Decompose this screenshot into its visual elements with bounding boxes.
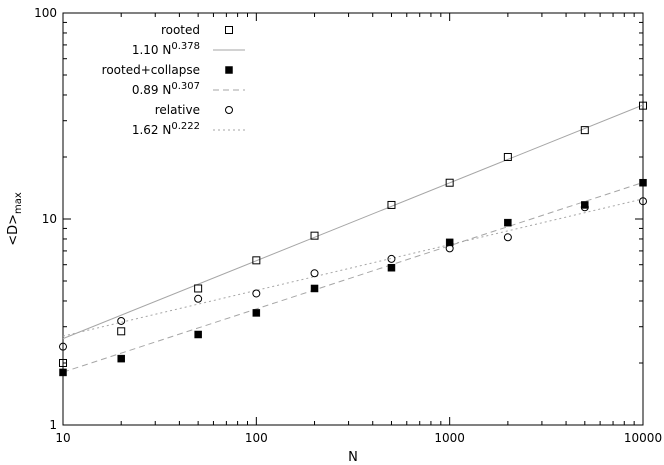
data-point-relative	[117, 316, 126, 325]
data-point-rooted	[445, 178, 454, 187]
legend-label: 0.89 N0.307	[132, 81, 200, 97]
data-point-relative	[59, 342, 67, 351]
data-point-relative	[445, 244, 454, 253]
y-axis-label-main: <D>	[6, 214, 21, 246]
fit-line-5	[62, 198, 644, 337]
legend-label: 1.10 N0.378	[132, 41, 200, 57]
y-axis-label-subscript: max	[13, 192, 24, 214]
data-point-rooted-collapse	[639, 178, 647, 187]
data-point-rooted	[580, 126, 589, 135]
legend-label-exponent: 0.307	[171, 81, 200, 92]
y-axis-label: <D>max	[6, 192, 24, 246]
legend-label-base: 1.10 N	[132, 43, 172, 57]
legend-marker	[225, 106, 233, 114]
data-point-rooted	[59, 358, 67, 367]
fit-line-3	[62, 181, 644, 373]
data-point-relative	[310, 269, 319, 278]
x-axis-label: N	[348, 450, 358, 465]
data-point-relative	[387, 254, 396, 263]
data-point-rooted-collapse	[117, 354, 125, 363]
data-point-rooted-collapse	[581, 201, 589, 209]
fit-lines-layer	[62, 104, 644, 373]
data-point-rooted-collapse	[387, 263, 396, 272]
legend-label: rooted+collapse	[102, 63, 200, 77]
fit-line-1	[62, 104, 644, 340]
data-point-rooted-collapse	[310, 284, 319, 293]
legend-label-base: 1.62 N	[132, 123, 172, 137]
data-point-rooted	[387, 200, 396, 209]
data-point-rooted	[503, 152, 512, 161]
x-tick-label: 10000	[624, 431, 662, 445]
y-tick-label: 100	[34, 6, 57, 20]
data-point-relative	[639, 197, 647, 206]
y-tick-label: 10	[42, 212, 57, 226]
data-point-rooted	[639, 101, 647, 110]
x-tick-label: 100	[245, 431, 268, 445]
legend-marker	[225, 26, 233, 34]
data-point-relative	[580, 203, 589, 212]
data-point-relative	[194, 294, 203, 303]
y-tick-label: 1	[49, 418, 57, 432]
x-tick-label: 10	[55, 431, 70, 445]
data-point-rooted-collapse	[445, 238, 454, 247]
legend-label-exponent: 0.378	[171, 41, 200, 52]
legend-label: relative	[155, 103, 200, 117]
data-point-rooted-collapse	[504, 218, 512, 227]
data-point-rooted	[194, 284, 203, 293]
data-point-relative	[252, 289, 261, 298]
data-point-relative	[503, 233, 512, 242]
data-point-rooted-collapse	[194, 330, 202, 339]
legend-label-exponent: 0.222	[171, 121, 200, 132]
data-point-rooted-collapse	[59, 368, 67, 377]
legend-label-base: 0.89 N	[132, 83, 172, 97]
legend-label: 1.62 N0.222	[132, 121, 200, 137]
legend-label: rooted	[161, 23, 200, 37]
x-tick-label: 1000	[434, 431, 465, 445]
data-point-rooted	[252, 256, 261, 265]
data-point-rooted-collapse	[252, 309, 261, 317]
legend-marker	[225, 66, 233, 74]
data-point-rooted	[310, 231, 319, 240]
data-points-layer	[59, 101, 647, 377]
data-point-rooted	[117, 327, 126, 336]
